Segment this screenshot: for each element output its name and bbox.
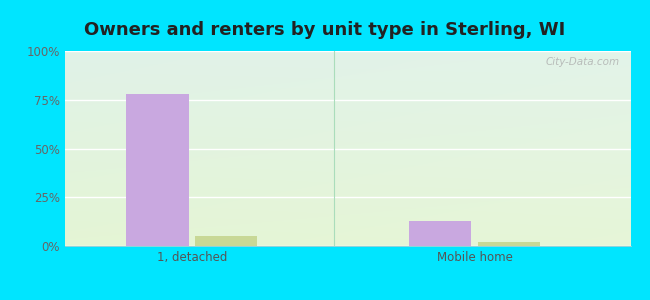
Bar bbox=[478, 242, 540, 246]
Bar bbox=[409, 220, 471, 246]
Text: City-Data.com: City-Data.com bbox=[545, 57, 619, 67]
Bar bbox=[126, 94, 188, 246]
Text: Owners and renters by unit type in Sterling, WI: Owners and renters by unit type in Sterl… bbox=[84, 21, 566, 39]
Bar bbox=[195, 236, 257, 246]
